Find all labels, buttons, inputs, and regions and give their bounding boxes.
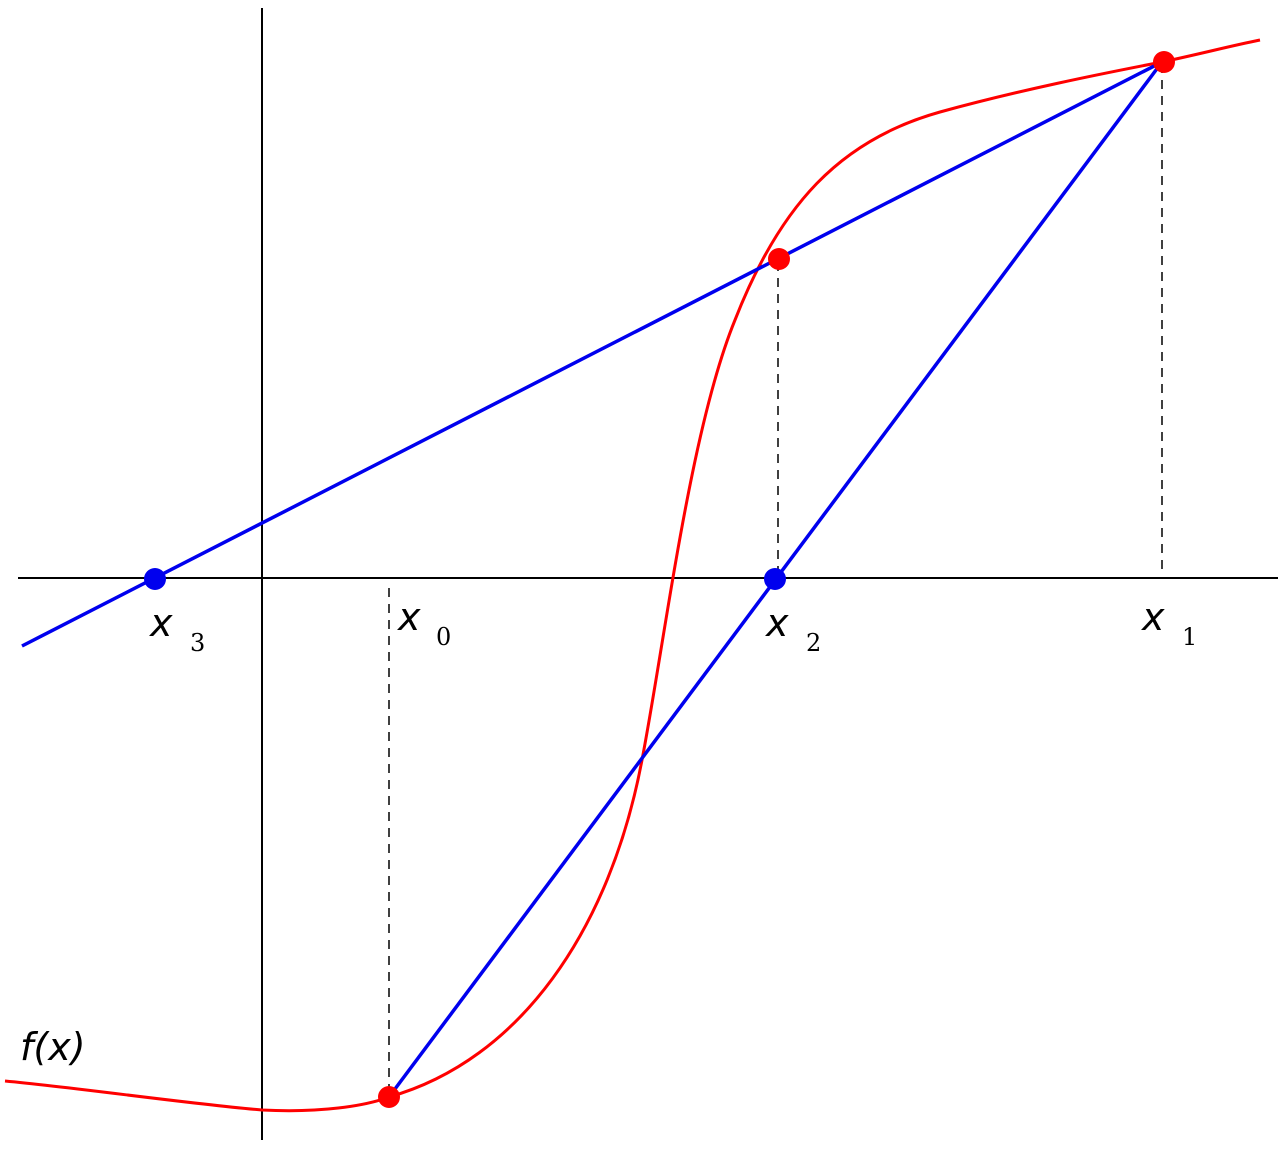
point-x0-on-curve — [378, 1086, 400, 1108]
secant-line-x1-x2 — [21, 60, 1163, 648]
root-estimate-x2-dot — [764, 568, 786, 590]
label-x2-subscript: 2 — [806, 629, 821, 657]
label-x0-subscript: 0 — [436, 623, 451, 651]
label-x2: x — [765, 601, 789, 645]
function-label: f(x) — [20, 1025, 86, 1069]
label-x3: x — [149, 601, 173, 645]
label-x3-subscript: 3 — [190, 629, 205, 657]
function-curve — [4, 38, 1261, 1113]
label-x0: x — [397, 595, 421, 639]
point-x1-on-curve — [1153, 51, 1175, 73]
point-x2-on-curve — [768, 248, 790, 270]
root-estimate-x3-dot — [144, 568, 166, 590]
label-x1: x — [1141, 595, 1165, 639]
label-x1-subscript: 1 — [1182, 623, 1197, 651]
